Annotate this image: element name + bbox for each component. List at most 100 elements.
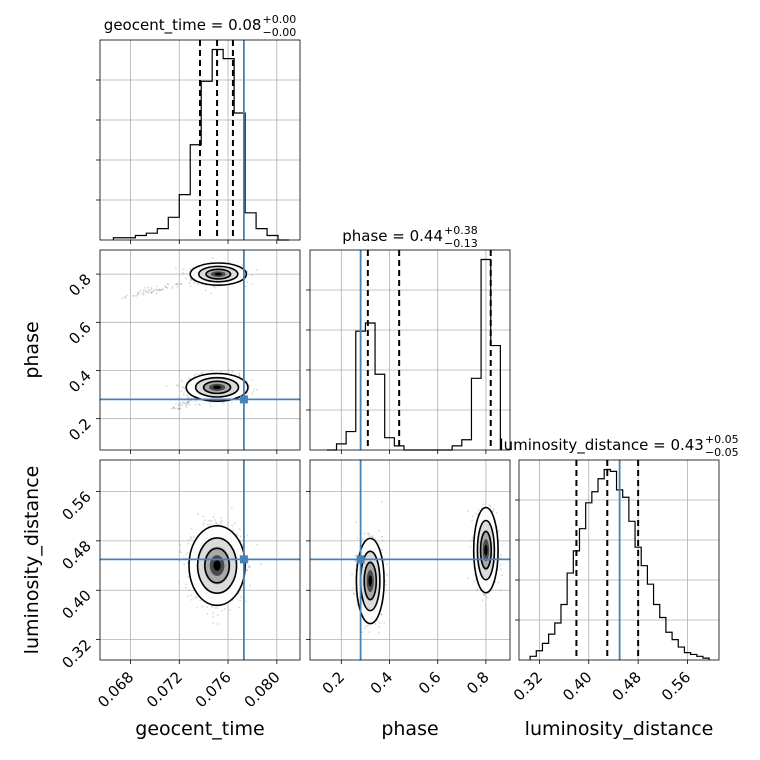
sample-point bbox=[208, 519, 211, 522]
sample-point bbox=[238, 374, 241, 376]
sample-point bbox=[227, 368, 230, 371]
x-tick-label: 0.32 bbox=[510, 668, 546, 704]
sample-point bbox=[352, 592, 355, 595]
x-tick-label: 0.6 bbox=[415, 668, 445, 698]
sample-point bbox=[363, 532, 365, 535]
sample-point bbox=[378, 621, 381, 624]
sample-point bbox=[386, 563, 388, 566]
sample-point bbox=[158, 288, 161, 291]
sample-point bbox=[183, 563, 185, 566]
sample-point bbox=[187, 400, 190, 402]
sample-point bbox=[136, 292, 139, 295]
sample-point bbox=[239, 599, 241, 602]
sample-point bbox=[190, 594, 192, 597]
density-shade bbox=[214, 272, 222, 276]
sample-point bbox=[489, 505, 492, 508]
density-contour bbox=[185, 372, 249, 403]
panel-frame bbox=[518, 459, 720, 661]
density-shade bbox=[213, 560, 221, 571]
sample-point bbox=[188, 282, 191, 285]
sample-point bbox=[244, 285, 247, 288]
sample-point bbox=[223, 608, 226, 610]
sample-point bbox=[219, 523, 222, 525]
sample-point bbox=[378, 625, 380, 628]
sample-point bbox=[472, 515, 474, 518]
sample-point bbox=[380, 500, 383, 503]
sample-point bbox=[161, 288, 164, 291]
sample-point bbox=[255, 388, 258, 391]
sample-point bbox=[190, 598, 193, 601]
sample-point bbox=[246, 392, 249, 394]
sample-point bbox=[248, 566, 250, 569]
y-tick-label: 0.40 bbox=[58, 586, 94, 622]
sample-point bbox=[476, 589, 478, 592]
sample-point bbox=[197, 403, 200, 406]
sample-point bbox=[492, 508, 495, 511]
y-tick-label: 0.56 bbox=[58, 488, 94, 524]
sample-point bbox=[177, 385, 179, 387]
sample-point bbox=[500, 554, 502, 557]
sample-point bbox=[194, 596, 197, 599]
title-sup: +0.00 bbox=[262, 13, 296, 26]
x-tick-label: 0.4 bbox=[367, 668, 397, 698]
sample-point bbox=[172, 407, 175, 410]
sample-point bbox=[253, 388, 255, 391]
sample-point bbox=[176, 282, 179, 285]
sample-point bbox=[236, 533, 238, 536]
title-sub: −0.05 bbox=[705, 446, 739, 459]
sample-point bbox=[501, 574, 503, 577]
sample-point bbox=[246, 534, 249, 537]
sample-point bbox=[220, 521, 222, 524]
sample-point bbox=[182, 268, 185, 271]
sample-point bbox=[148, 289, 151, 292]
x-axis-label-phase: phase bbox=[381, 718, 438, 740]
density-contour bbox=[479, 530, 493, 570]
sample-point bbox=[209, 261, 212, 263]
sample-point bbox=[183, 402, 186, 405]
sample-point bbox=[195, 400, 197, 402]
sample-point bbox=[385, 583, 387, 586]
sample-point bbox=[185, 401, 188, 404]
sample-point bbox=[133, 294, 136, 297]
sample-point bbox=[188, 538, 191, 541]
title-sub: −0.00 bbox=[262, 26, 296, 39]
title-phase: phase = 0.44 +0.38−0.13 bbox=[342, 224, 478, 250]
sample-point bbox=[251, 379, 254, 381]
sample-point bbox=[383, 621, 386, 624]
sample-point bbox=[380, 613, 383, 616]
sample-point bbox=[180, 283, 183, 286]
sample-point bbox=[199, 599, 202, 602]
density-contour bbox=[202, 380, 232, 395]
sample-point bbox=[180, 282, 183, 285]
sample-point bbox=[216, 607, 219, 609]
density-contour bbox=[188, 525, 246, 607]
sample-point bbox=[210, 370, 213, 372]
sample-point bbox=[378, 631, 381, 634]
density-contour bbox=[205, 268, 232, 280]
sample-point bbox=[176, 407, 179, 410]
sample-point bbox=[155, 292, 158, 295]
sample-point bbox=[170, 407, 173, 410]
sample-point bbox=[199, 404, 201, 406]
sample-point bbox=[221, 520, 223, 522]
histogram-phase bbox=[326, 258, 501, 451]
sample-point bbox=[259, 563, 262, 566]
density-shade bbox=[368, 575, 373, 587]
sample-point bbox=[366, 532, 369, 535]
sample-point bbox=[222, 402, 225, 405]
sample-point bbox=[186, 551, 189, 554]
sample-point bbox=[354, 560, 357, 563]
sample-point bbox=[193, 282, 195, 284]
sample-point bbox=[204, 519, 206, 522]
sample-point bbox=[231, 370, 234, 373]
sample-point bbox=[124, 297, 127, 299]
sample-point bbox=[499, 564, 502, 567]
sample-point bbox=[367, 532, 370, 535]
sample-point bbox=[186, 394, 188, 396]
title-sub: −0.13 bbox=[444, 237, 478, 250]
sample-point bbox=[217, 614, 219, 616]
sample-point bbox=[256, 543, 259, 546]
sample-point bbox=[195, 596, 198, 599]
sample-point bbox=[138, 291, 141, 294]
sample-point bbox=[146, 291, 149, 294]
